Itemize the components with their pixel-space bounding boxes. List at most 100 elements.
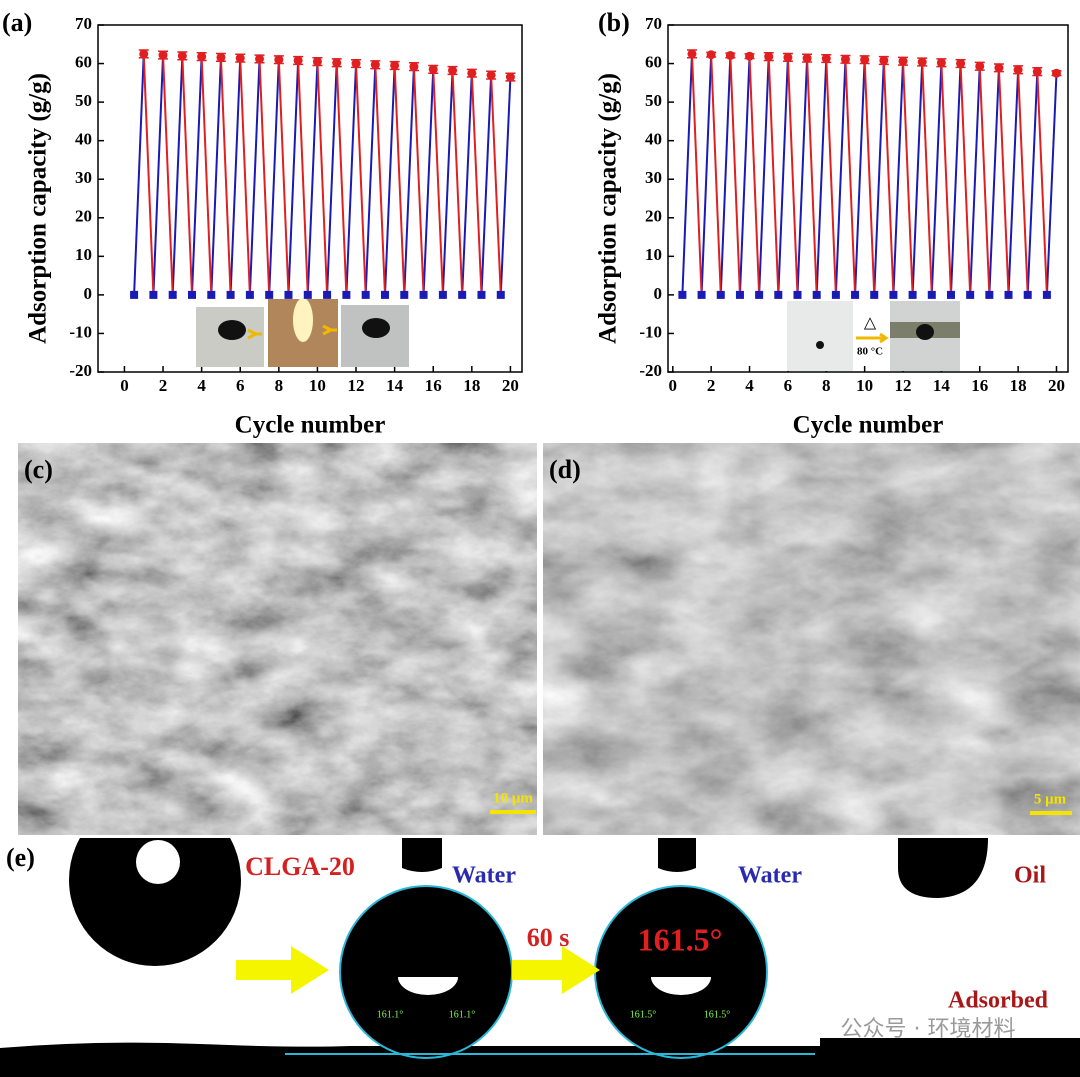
x-tick-label: 16 bbox=[971, 376, 988, 395]
segment bbox=[432, 69, 444, 295]
y-tick-label: 30 bbox=[75, 168, 92, 187]
marker-circle bbox=[332, 58, 342, 68]
marker-square bbox=[207, 290, 216, 299]
marker-circle bbox=[821, 54, 831, 64]
x-tick-label: 10 bbox=[309, 376, 326, 395]
sample bbox=[816, 341, 824, 349]
inset-symbol: △ bbox=[864, 315, 877, 332]
x-axis-title: Cycle number bbox=[793, 412, 944, 439]
marker-square bbox=[245, 290, 254, 299]
marker-circle bbox=[879, 55, 889, 65]
small-angle: 161.1° bbox=[377, 1009, 404, 1020]
marker-circle bbox=[706, 50, 716, 60]
marker-square bbox=[716, 290, 725, 299]
arrow bbox=[236, 946, 329, 994]
segment bbox=[219, 57, 232, 295]
segment bbox=[902, 61, 914, 295]
liquid-label: Water bbox=[738, 863, 802, 889]
marker-circle bbox=[764, 52, 774, 62]
marker-square bbox=[774, 290, 783, 299]
scale-bar bbox=[1030, 811, 1072, 815]
segment bbox=[181, 55, 193, 295]
marker-square bbox=[985, 290, 994, 299]
x-tick-label: 12 bbox=[895, 376, 912, 395]
marker-square bbox=[130, 290, 139, 299]
marker-square bbox=[400, 290, 409, 299]
marker-circle bbox=[467, 68, 477, 78]
segment bbox=[210, 57, 222, 295]
segment bbox=[854, 59, 866, 295]
segment bbox=[1036, 71, 1048, 295]
marker-square bbox=[1042, 290, 1051, 299]
arrow bbox=[322, 324, 337, 336]
x-tick-label: 18 bbox=[463, 376, 480, 395]
y-tick-label: 40 bbox=[645, 130, 662, 149]
sample bbox=[362, 318, 390, 338]
segment bbox=[441, 70, 454, 295]
adsorbed-label: Adsorbed bbox=[948, 988, 1049, 1014]
segment bbox=[949, 63, 962, 295]
x-tick-label: 6 bbox=[784, 376, 793, 395]
needle bbox=[658, 838, 696, 872]
liquid-label: Water bbox=[452, 863, 516, 889]
segment bbox=[171, 55, 184, 295]
marker-circle bbox=[802, 53, 812, 63]
marker-circle bbox=[840, 54, 850, 64]
y-tick-label: 10 bbox=[75, 245, 92, 264]
segment bbox=[815, 58, 828, 295]
segment bbox=[355, 63, 367, 295]
marker-square bbox=[793, 290, 802, 299]
marker-square bbox=[284, 290, 293, 299]
marker-circle bbox=[177, 51, 187, 61]
marker-square bbox=[496, 290, 505, 299]
marker-circle bbox=[139, 49, 149, 59]
marker-square bbox=[438, 290, 447, 299]
marker-square bbox=[168, 290, 177, 299]
segment bbox=[978, 66, 991, 295]
segment bbox=[268, 59, 280, 295]
scale-bar-label: 10 μm bbox=[493, 790, 533, 806]
segment bbox=[461, 73, 473, 295]
segment bbox=[777, 57, 789, 295]
marker-circle bbox=[409, 62, 419, 72]
scale-bar-label: 5 μm bbox=[1034, 791, 1067, 807]
marker-circle bbox=[1051, 68, 1061, 78]
marker-circle bbox=[158, 50, 168, 60]
y-tick-label: 30 bbox=[645, 168, 662, 187]
segment bbox=[892, 61, 905, 295]
segment bbox=[316, 61, 329, 295]
marker-circle bbox=[936, 58, 946, 68]
marker-square bbox=[697, 290, 706, 299]
segment bbox=[997, 67, 1010, 295]
marker-square bbox=[323, 290, 332, 299]
x-tick-label: 14 bbox=[386, 376, 404, 395]
marker-square bbox=[889, 290, 898, 299]
liquid-label: Oil bbox=[1014, 863, 1046, 889]
segment bbox=[412, 66, 425, 295]
marker-square bbox=[361, 290, 370, 299]
sample bbox=[218, 320, 246, 340]
segment bbox=[873, 60, 885, 295]
y-tick-label: 10 bbox=[645, 245, 662, 264]
marker-circle bbox=[486, 70, 496, 80]
segment bbox=[796, 58, 809, 295]
x-tick-label: 0 bbox=[120, 376, 129, 395]
marker-square bbox=[380, 290, 389, 299]
segment bbox=[277, 59, 290, 295]
marker-circle bbox=[956, 59, 966, 69]
y-tick-label: -20 bbox=[639, 361, 662, 380]
y-tick-label: 0 bbox=[654, 284, 663, 303]
segment bbox=[710, 54, 722, 295]
segment bbox=[470, 73, 483, 295]
y-tick-label: 70 bbox=[645, 14, 662, 33]
marker-circle bbox=[428, 64, 438, 74]
segment bbox=[258, 58, 271, 295]
y-tick-label: -10 bbox=[639, 322, 662, 341]
segment bbox=[729, 55, 741, 295]
marker-circle bbox=[312, 57, 322, 67]
segment bbox=[911, 61, 924, 295]
x-tick-label: 4 bbox=[745, 376, 754, 395]
marker-square bbox=[831, 290, 840, 299]
highlight-cut bbox=[396, 958, 460, 977]
